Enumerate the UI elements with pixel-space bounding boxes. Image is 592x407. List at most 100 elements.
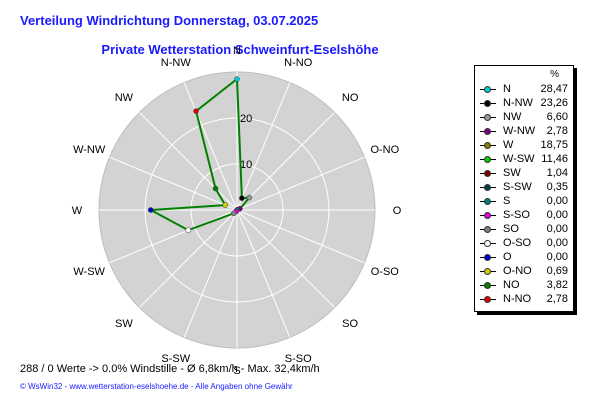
legend-label: O-NO: [503, 265, 532, 277]
legend-label: NO: [503, 279, 520, 291]
grid-spoke: [139, 112, 238, 211]
grid-spoke: [236, 156, 365, 211]
direction-label: W: [72, 205, 83, 217]
legend-value: 23,26: [540, 97, 568, 109]
direction-label: W-NW: [73, 144, 106, 156]
legend-value: 3,82: [546, 279, 568, 291]
direction-label: N-NO: [284, 57, 313, 69]
legend-value: 0,35: [546, 181, 568, 193]
grid-spoke: [236, 112, 335, 211]
data-point: [212, 185, 219, 192]
direction-label: S-SO: [285, 353, 312, 365]
legend-marker-icon: [484, 114, 491, 121]
legend-marker-icon: [484, 156, 491, 163]
chart-subtitle: Private Wetterstation Schweinfurt-Eselsh…: [101, 42, 379, 57]
data-point: [246, 194, 253, 201]
legend-marker-icon: [484, 128, 491, 135]
ring-label: 10: [240, 159, 252, 171]
data-point: [148, 207, 154, 213]
legend-marker-icon: [484, 212, 491, 219]
data-point: [239, 195, 245, 201]
legend-label: S-SW: [503, 181, 532, 193]
legend-marker-icon: [484, 198, 491, 205]
legend-item: SO 0,00: [479, 223, 568, 237]
direction-label: S: [233, 365, 240, 377]
stats-text: 288 / 0 Werte -> 0.0% Windstille - Ø 6,8…: [20, 363, 320, 375]
grid-spoke: [139, 209, 238, 308]
legend-marker-icon: [484, 240, 491, 247]
direction-label: N: [233, 45, 241, 57]
legend-item: NW 6,60: [479, 111, 568, 125]
legend-marker-icon: [484, 282, 491, 289]
legend-value: 0,00: [546, 209, 568, 221]
data-point: [193, 108, 199, 114]
legend-marker-icon: [484, 86, 491, 93]
legend-marker-icon: [484, 100, 491, 107]
legend-marker-icon: [484, 296, 491, 303]
chart-title: Verteilung Windrichtung Donnerstag, 03.0…: [20, 13, 319, 28]
legend-item: O-SO 0,00: [479, 237, 568, 251]
legend-item: O-NO 0,69: [479, 265, 568, 279]
legend: % N 28,47 N-NW 23,26 NW 6,60 W-NW 2,78 W 18,75 W-S…: [474, 65, 574, 312]
legend-item: S-SO 0,00: [479, 209, 568, 223]
legend-value: 2,78: [546, 125, 568, 137]
grid-spoke: [109, 209, 238, 264]
legend-item: N-NO 2,78: [479, 293, 568, 307]
data-point: [234, 76, 240, 82]
legend-item: W-SW 11,46: [479, 153, 568, 167]
legend-label: W-NW: [503, 125, 536, 137]
copyright-text: © WsWin32 - www.wetterstation-eselshoehe…: [20, 382, 293, 391]
legend-item: W 18,75: [479, 139, 568, 153]
legend-marker-icon: [484, 268, 491, 275]
direction-label: W-SW: [73, 266, 105, 278]
direction-label: O-NO: [370, 144, 399, 156]
legend-item: W-NW 2,78: [479, 125, 568, 139]
legend-value: 2,78: [546, 293, 568, 305]
legend-label: S: [503, 195, 511, 207]
legend-value: 0,00: [546, 195, 568, 207]
direction-label: O-SO: [371, 266, 400, 278]
legend-label: W-SW: [503, 153, 535, 165]
legend-label: S-SO: [503, 209, 530, 221]
legend-item: N 28,47: [479, 83, 568, 97]
legend-item: NO 3,82: [479, 279, 568, 293]
grid-spoke: [236, 82, 291, 211]
legend-marker-icon: [484, 226, 491, 233]
legend-value: 0,00: [546, 251, 568, 263]
legend-value: 6,60: [546, 111, 568, 123]
grid-spoke: [109, 156, 238, 211]
legend-unit: %: [550, 69, 559, 80]
legend-value: 0,69: [546, 265, 568, 277]
legend-label: N-NO: [503, 293, 532, 305]
grid-spoke: [236, 209, 291, 338]
legend-value: 1,04: [546, 167, 568, 179]
legend-label: NW: [503, 111, 522, 123]
legend-marker-icon: [484, 142, 491, 149]
legend-item: O 0,00: [479, 251, 568, 265]
grid-spoke: [183, 82, 238, 211]
grid-spoke: [236, 209, 335, 308]
legend-value: 28,47: [540, 83, 568, 95]
direction-label: SO: [342, 318, 358, 330]
data-point: [230, 210, 237, 217]
direction-label: N-NW: [161, 57, 192, 69]
data-point: [222, 202, 228, 208]
direction-label: NW: [115, 92, 134, 104]
legend-label: SW: [503, 167, 521, 179]
legend-label: SO: [503, 223, 519, 235]
legend-item: SW 1,04: [479, 167, 568, 181]
legend-item: S-SW 0,35: [479, 181, 568, 195]
legend-value: 18,75: [540, 139, 568, 151]
direction-label: O: [393, 205, 402, 217]
legend-item: S 0,00: [479, 195, 568, 209]
legend-marker-icon: [484, 254, 491, 261]
data-point: [185, 227, 192, 233]
legend-value: 0,00: [546, 237, 568, 249]
grid-spoke: [183, 209, 238, 338]
legend-label: N-NW: [503, 97, 533, 109]
legend-marker-icon: [484, 170, 491, 177]
direction-label: NO: [342, 92, 359, 104]
legend-value: 11,46: [541, 153, 568, 165]
grid-spoke: [236, 209, 365, 264]
direction-label: S-SW: [161, 353, 190, 365]
